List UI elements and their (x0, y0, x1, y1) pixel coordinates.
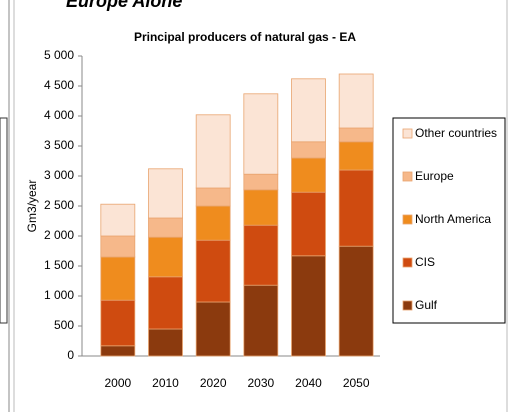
x-tick-label: 2020 (200, 376, 227, 390)
bar-segment (291, 157, 326, 193)
bar-segment (338, 127, 374, 143)
bar-segment (291, 191, 326, 257)
y-tick-label: 500 (54, 318, 74, 332)
y-axis-label: Gm3/year (25, 180, 39, 233)
bar-segment (243, 173, 279, 191)
y-tick-label: 2 500 (44, 198, 74, 212)
legend-swatch (402, 128, 413, 139)
bar-segment (100, 299, 136, 347)
bar-segment (100, 345, 136, 357)
bar-segment (243, 189, 279, 226)
bar-segment (291, 255, 326, 357)
legend-label: Europe (415, 169, 454, 183)
bar-segment (291, 141, 326, 159)
bar-segment (291, 78, 326, 143)
bar-segment (148, 236, 183, 278)
legend-swatch (402, 171, 413, 182)
bar-segment (148, 328, 183, 357)
legend-swatch (402, 214, 413, 225)
y-tick-label: 1 500 (44, 258, 74, 272)
y-tick-label: 4 000 (44, 108, 74, 122)
y-tick-label: 3 500 (44, 138, 74, 152)
bar-segment (100, 235, 136, 258)
x-tick-label: 2050 (343, 376, 370, 390)
y-tick-label: 5 000 (44, 48, 74, 62)
bar-segment (148, 217, 183, 238)
x-tick-label: 2040 (295, 376, 322, 390)
legend-label: Gulf (415, 298, 438, 312)
bar-segment (243, 284, 279, 357)
y-tick-label: 2 000 (44, 228, 74, 242)
bar-segment (195, 187, 231, 207)
bar-segment (148, 276, 183, 330)
bar-segment (195, 301, 231, 357)
bar-segment (338, 73, 374, 129)
legend-swatch (402, 257, 413, 268)
bar-segment (338, 245, 374, 357)
y-tick-label: 3 000 (44, 168, 74, 182)
bar-segment (243, 224, 279, 286)
slide-heading: Europe Alone (66, 0, 182, 11)
bar-segment (195, 114, 231, 189)
bar-segment (338, 141, 374, 171)
legend-label: Other countries (415, 126, 497, 140)
legend-label: North America (415, 212, 491, 226)
bar-segment (100, 203, 136, 237)
y-tick-label: 4 500 (44, 78, 74, 92)
y-tick-label: 0 (67, 348, 74, 362)
bar-segment (195, 205, 231, 241)
side-panel (0, 117, 8, 324)
legend-swatch (402, 300, 413, 311)
y-tick-label: 1 000 (44, 288, 74, 302)
bar-segment (100, 256, 136, 301)
x-tick-label: 2000 (104, 376, 131, 390)
bar-segment (195, 239, 231, 303)
chart-title: Principal producers of natural gas - EA (134, 30, 356, 44)
x-tick-label: 2030 (247, 376, 274, 390)
x-tick-label: 2010 (152, 376, 179, 390)
legend-label: CIS (415, 255, 435, 269)
bar-segment (148, 168, 183, 219)
bar-segment (243, 93, 279, 175)
bar-segment (338, 169, 374, 247)
